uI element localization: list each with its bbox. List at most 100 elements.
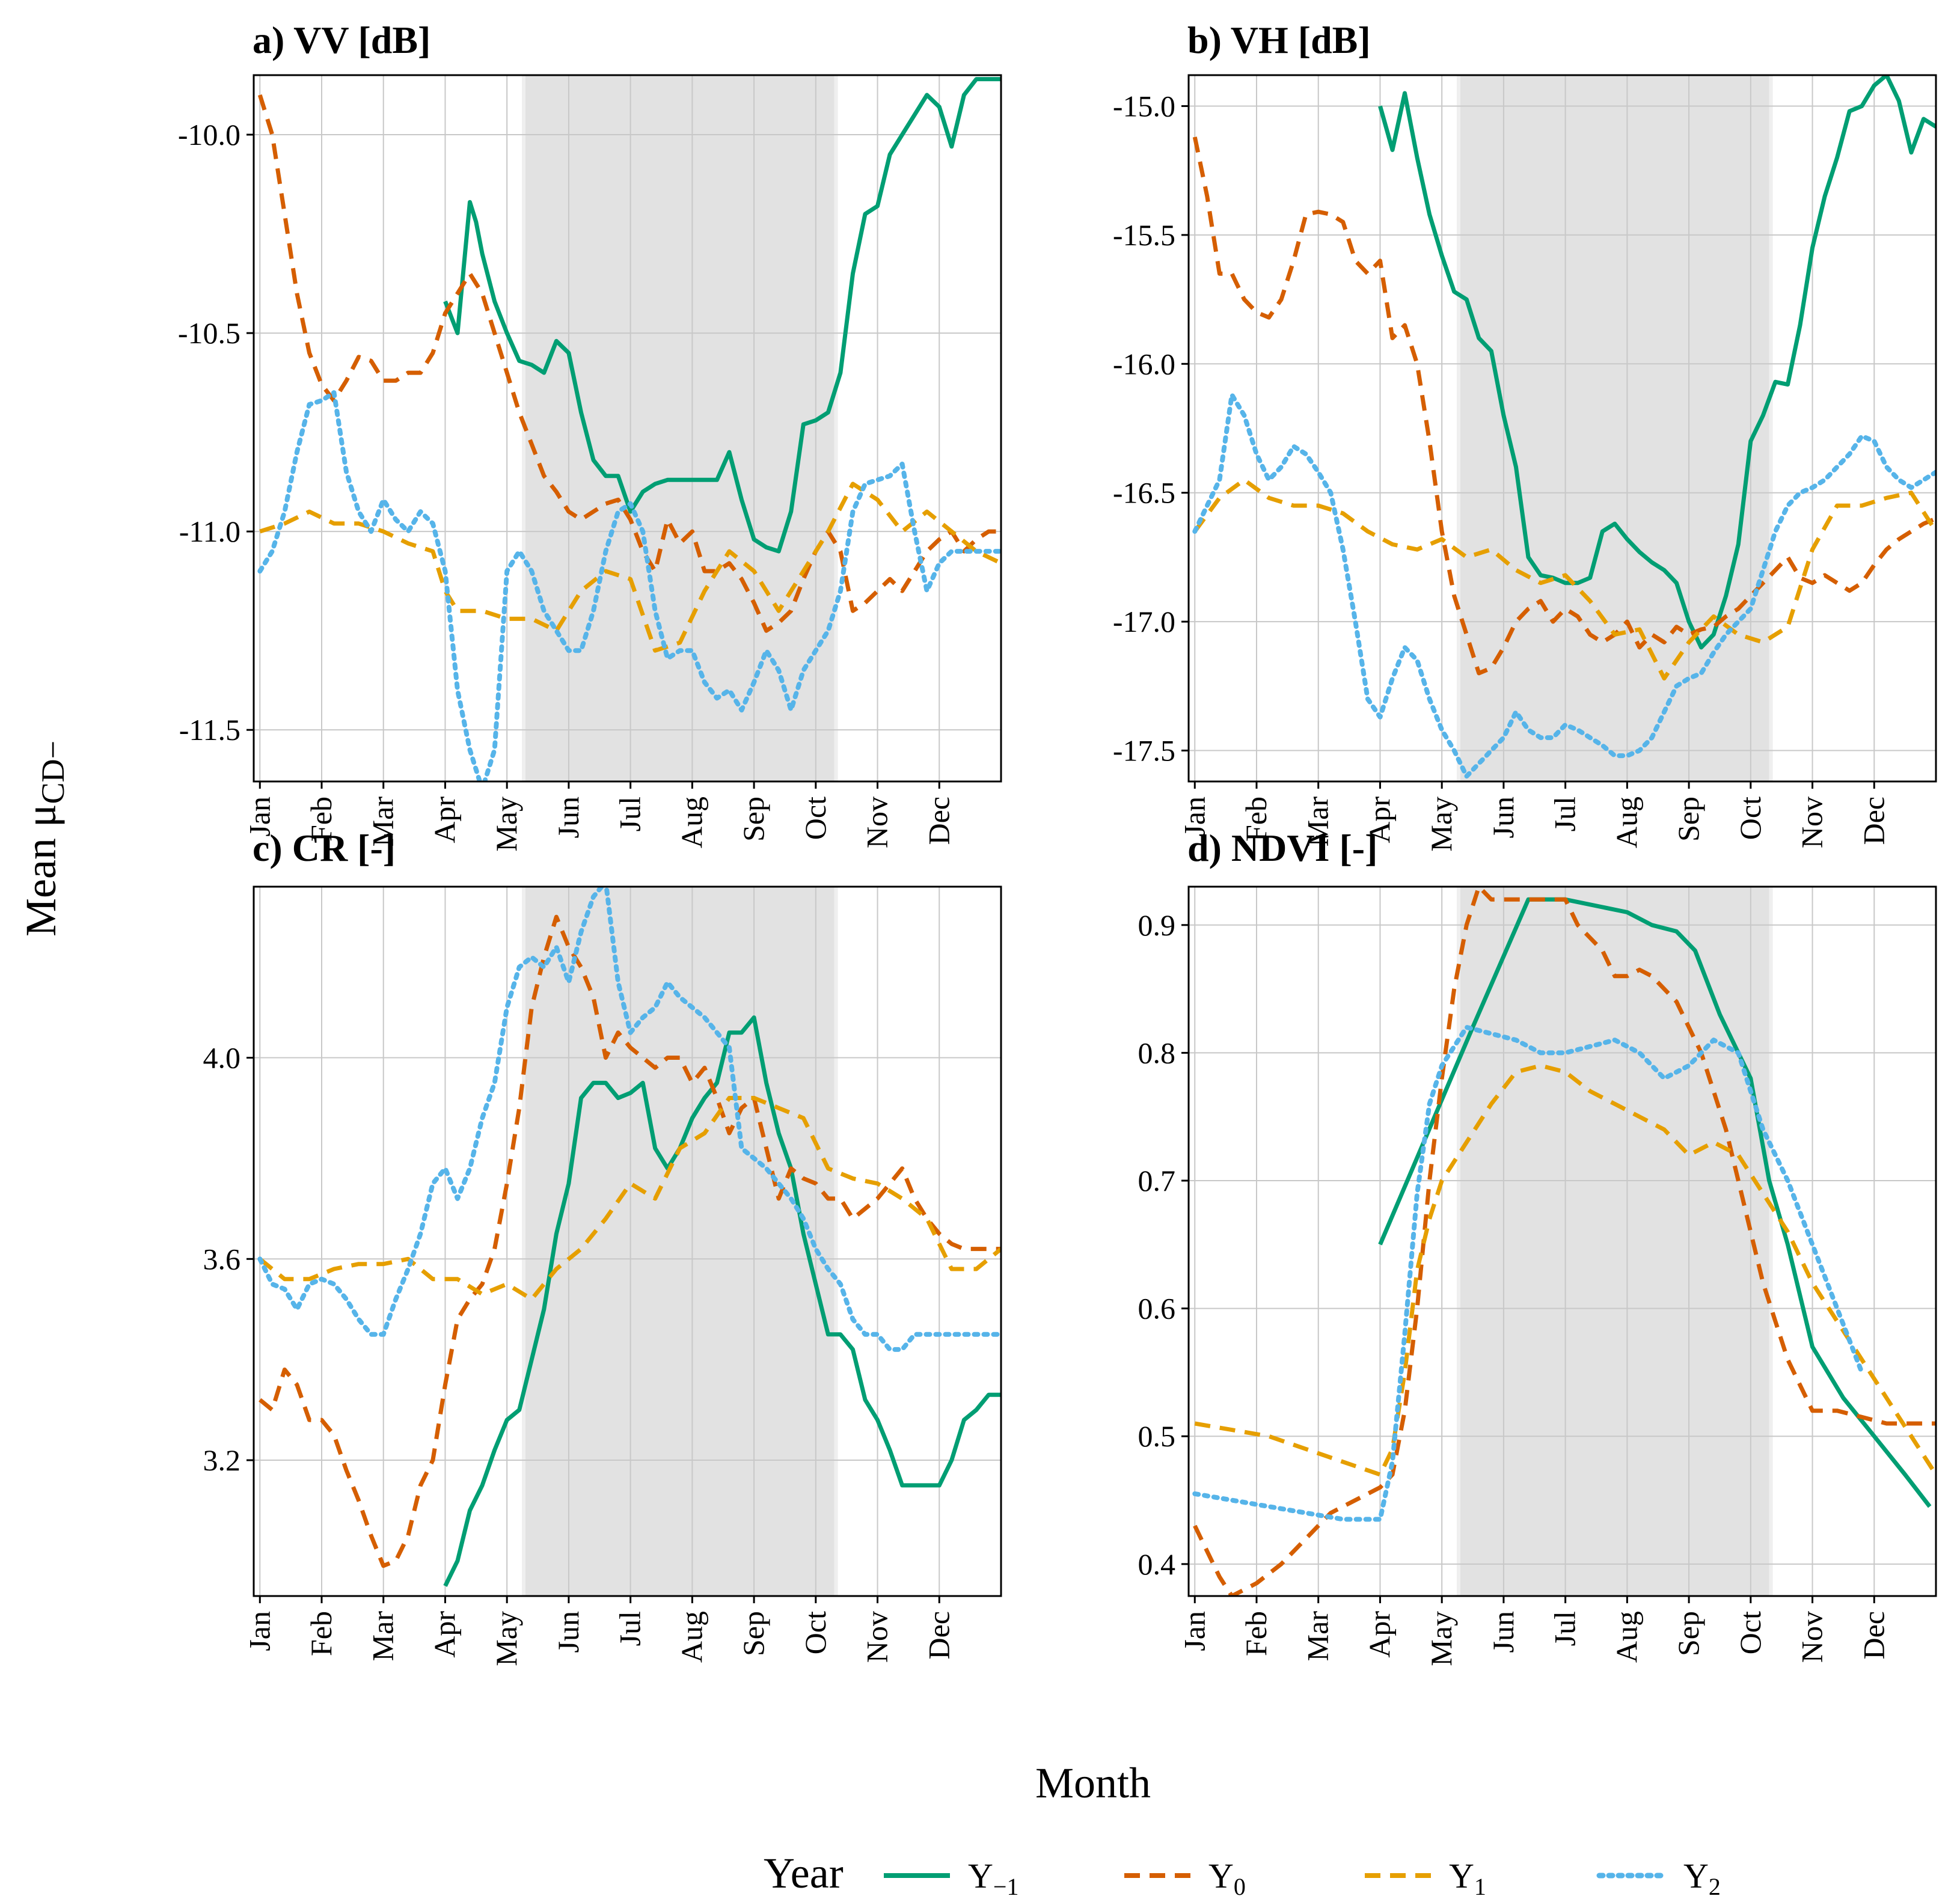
legend-label: Y−1 — [968, 1856, 1018, 1900]
x-tick-label: Aug — [1609, 1611, 1643, 1663]
series-line-vv-2 — [257, 390, 1001, 781]
panel-title-vv: a) VV [dB] — [253, 19, 430, 61]
series-line-cr-0 — [259, 914, 1001, 1568]
legend-title: Year — [764, 1849, 844, 1897]
series-line-ndvi-−1 — [1378, 897, 1932, 1508]
x-tick-label: Mar — [1301, 1611, 1335, 1662]
y-axis-title-sub: CD− — [35, 741, 71, 804]
series-line-cr-2 — [257, 887, 1001, 1352]
growing-season-edge — [522, 887, 525, 1596]
x-tick-label: Oct — [798, 1611, 832, 1654]
x-tick-label: Mar — [1301, 797, 1335, 847]
plot-frame — [1187, 885, 1937, 1597]
x-tick-label: Jan — [242, 797, 276, 837]
x-tick-label: Aug — [675, 797, 708, 848]
y-tick-label: -17.0 — [1113, 605, 1175, 638]
growing-season-edge — [834, 887, 838, 1596]
y-tick-label: 0.8 — [1138, 1036, 1176, 1069]
growing-season-edge — [1457, 75, 1460, 781]
y-tick-label: -16.0 — [1113, 347, 1175, 381]
x-tick-label: Feb — [1239, 797, 1273, 842]
legend-label: Y2 — [1683, 1856, 1721, 1900]
y-tick-label: 0.5 — [1138, 1419, 1176, 1453]
x-tick-label: Nov — [1795, 797, 1829, 848]
x-tick-label: Jun — [551, 1611, 585, 1653]
series-line-vh-0 — [1192, 136, 1936, 676]
x-tick-label: Jul — [1548, 797, 1582, 831]
x-tick-label: Nov — [860, 797, 894, 848]
x-tick-label: Dec — [1857, 797, 1890, 845]
series-line-cr-1 — [259, 1096, 1001, 1301]
y-axis-title: Mean μCD− — [17, 741, 71, 937]
growing-season-band — [525, 887, 835, 1596]
legend-label: Y1 — [1449, 1856, 1486, 1900]
x-tick-label: Jul — [613, 1611, 647, 1646]
x-tick-label: May — [489, 1611, 523, 1666]
x-tick-label: Aug — [675, 1611, 708, 1663]
series-line-vh-−1 — [1378, 75, 1936, 650]
plot-frame — [253, 74, 1002, 783]
y-tick-label: -11.0 — [179, 515, 240, 548]
x-tick-label: Sep — [737, 1611, 770, 1656]
y-tick-label: -10.0 — [178, 118, 240, 151]
panel-vh: -17.5 -17.0 -16.5 -16.0 -15.5 -15.0 Jan Feb Mar A… — [1113, 74, 1937, 852]
x-tick-label: Jun — [1486, 797, 1520, 838]
x-tick-label: Apr — [427, 1611, 461, 1658]
panel-title-ndvi: d) NDVI [-] — [1187, 827, 1377, 869]
x-tick-label: May — [489, 797, 523, 852]
legend-label: Y0 — [1208, 1856, 1246, 1900]
series-line-vh-2 — [1192, 392, 1936, 779]
series-line-vv-−1 — [443, 77, 1001, 554]
x-tick-label: Feb — [304, 797, 338, 842]
x-tick-label: Jun — [551, 797, 585, 838]
x-tick-label: Jan — [242, 1611, 276, 1651]
series-line-ndvi-0 — [1193, 887, 1936, 1596]
x-tick-label: Oct — [1733, 1611, 1767, 1654]
x-tick-label: Sep — [1671, 1611, 1705, 1656]
x-tick-label: Apr — [1362, 797, 1396, 843]
y-tick-label: 4.0 — [203, 1041, 241, 1075]
x-tick-label: Sep — [737, 797, 770, 842]
x-tick-label: Apr — [427, 797, 461, 843]
x-tick-label: Dec — [922, 797, 955, 845]
growing-season-edge — [1769, 887, 1773, 1596]
plot-frame — [253, 885, 1002, 1597]
legend: Year Y−1 Y0 Y1 Y2 — [764, 1849, 1721, 1900]
x-tick-label: Jan — [1177, 1611, 1211, 1651]
y-tick-label: -17.5 — [1113, 734, 1175, 768]
y-axis-title-main: Mean μ — [17, 804, 65, 937]
growing-season-band — [1460, 75, 1769, 781]
growing-season-band — [1460, 887, 1769, 1596]
x-tick-label: Nov — [1795, 1611, 1829, 1663]
growing-season-edge — [1769, 75, 1773, 781]
x-tick-label: Nov — [860, 1611, 894, 1663]
panel-title-cr: c) CR [-] — [253, 827, 396, 869]
x-tick-label: May — [1424, 1611, 1458, 1666]
y-tick-label: -15.5 — [1113, 218, 1175, 252]
x-tick-label: Aug — [1609, 797, 1643, 848]
growing-season-edge — [1457, 887, 1460, 1596]
x-tick-label: Dec — [922, 1611, 955, 1660]
x-tick-label: Mar — [366, 797, 400, 847]
x-tick-label: Jun — [1486, 1611, 1520, 1653]
x-tick-label: Sep — [1671, 797, 1705, 842]
x-axis-title: Month — [1035, 1759, 1151, 1807]
x-tick-label: Feb — [304, 1611, 338, 1656]
panel-title-vh: b) VH [dB] — [1187, 19, 1371, 61]
growing-season-edge — [834, 75, 838, 781]
series-line-vv-0 — [257, 94, 1001, 633]
y-tick-label: -15.0 — [1113, 89, 1175, 123]
series-line-vv-1 — [259, 482, 1001, 653]
x-tick-label: Feb — [1239, 1611, 1273, 1656]
y-tick-label: -10.5 — [178, 316, 240, 350]
x-tick-label: Apr — [1362, 1611, 1396, 1658]
x-tick-label: Dec — [1857, 1611, 1890, 1660]
y-tick-label: 0.9 — [1138, 908, 1176, 942]
series-line-cr-−1 — [443, 1015, 1001, 1587]
x-tick-label: Jul — [1548, 1611, 1582, 1646]
y-tick-label: 3.2 — [203, 1443, 241, 1477]
y-tick-label: 0.4 — [1138, 1547, 1176, 1581]
x-tick-label: May — [1424, 797, 1458, 852]
panel-ndvi: 0.4 0.5 0.6 0.7 0.8 0.9 Jan Feb Mar Apr May Jun Jul A… — [1138, 885, 1937, 1666]
